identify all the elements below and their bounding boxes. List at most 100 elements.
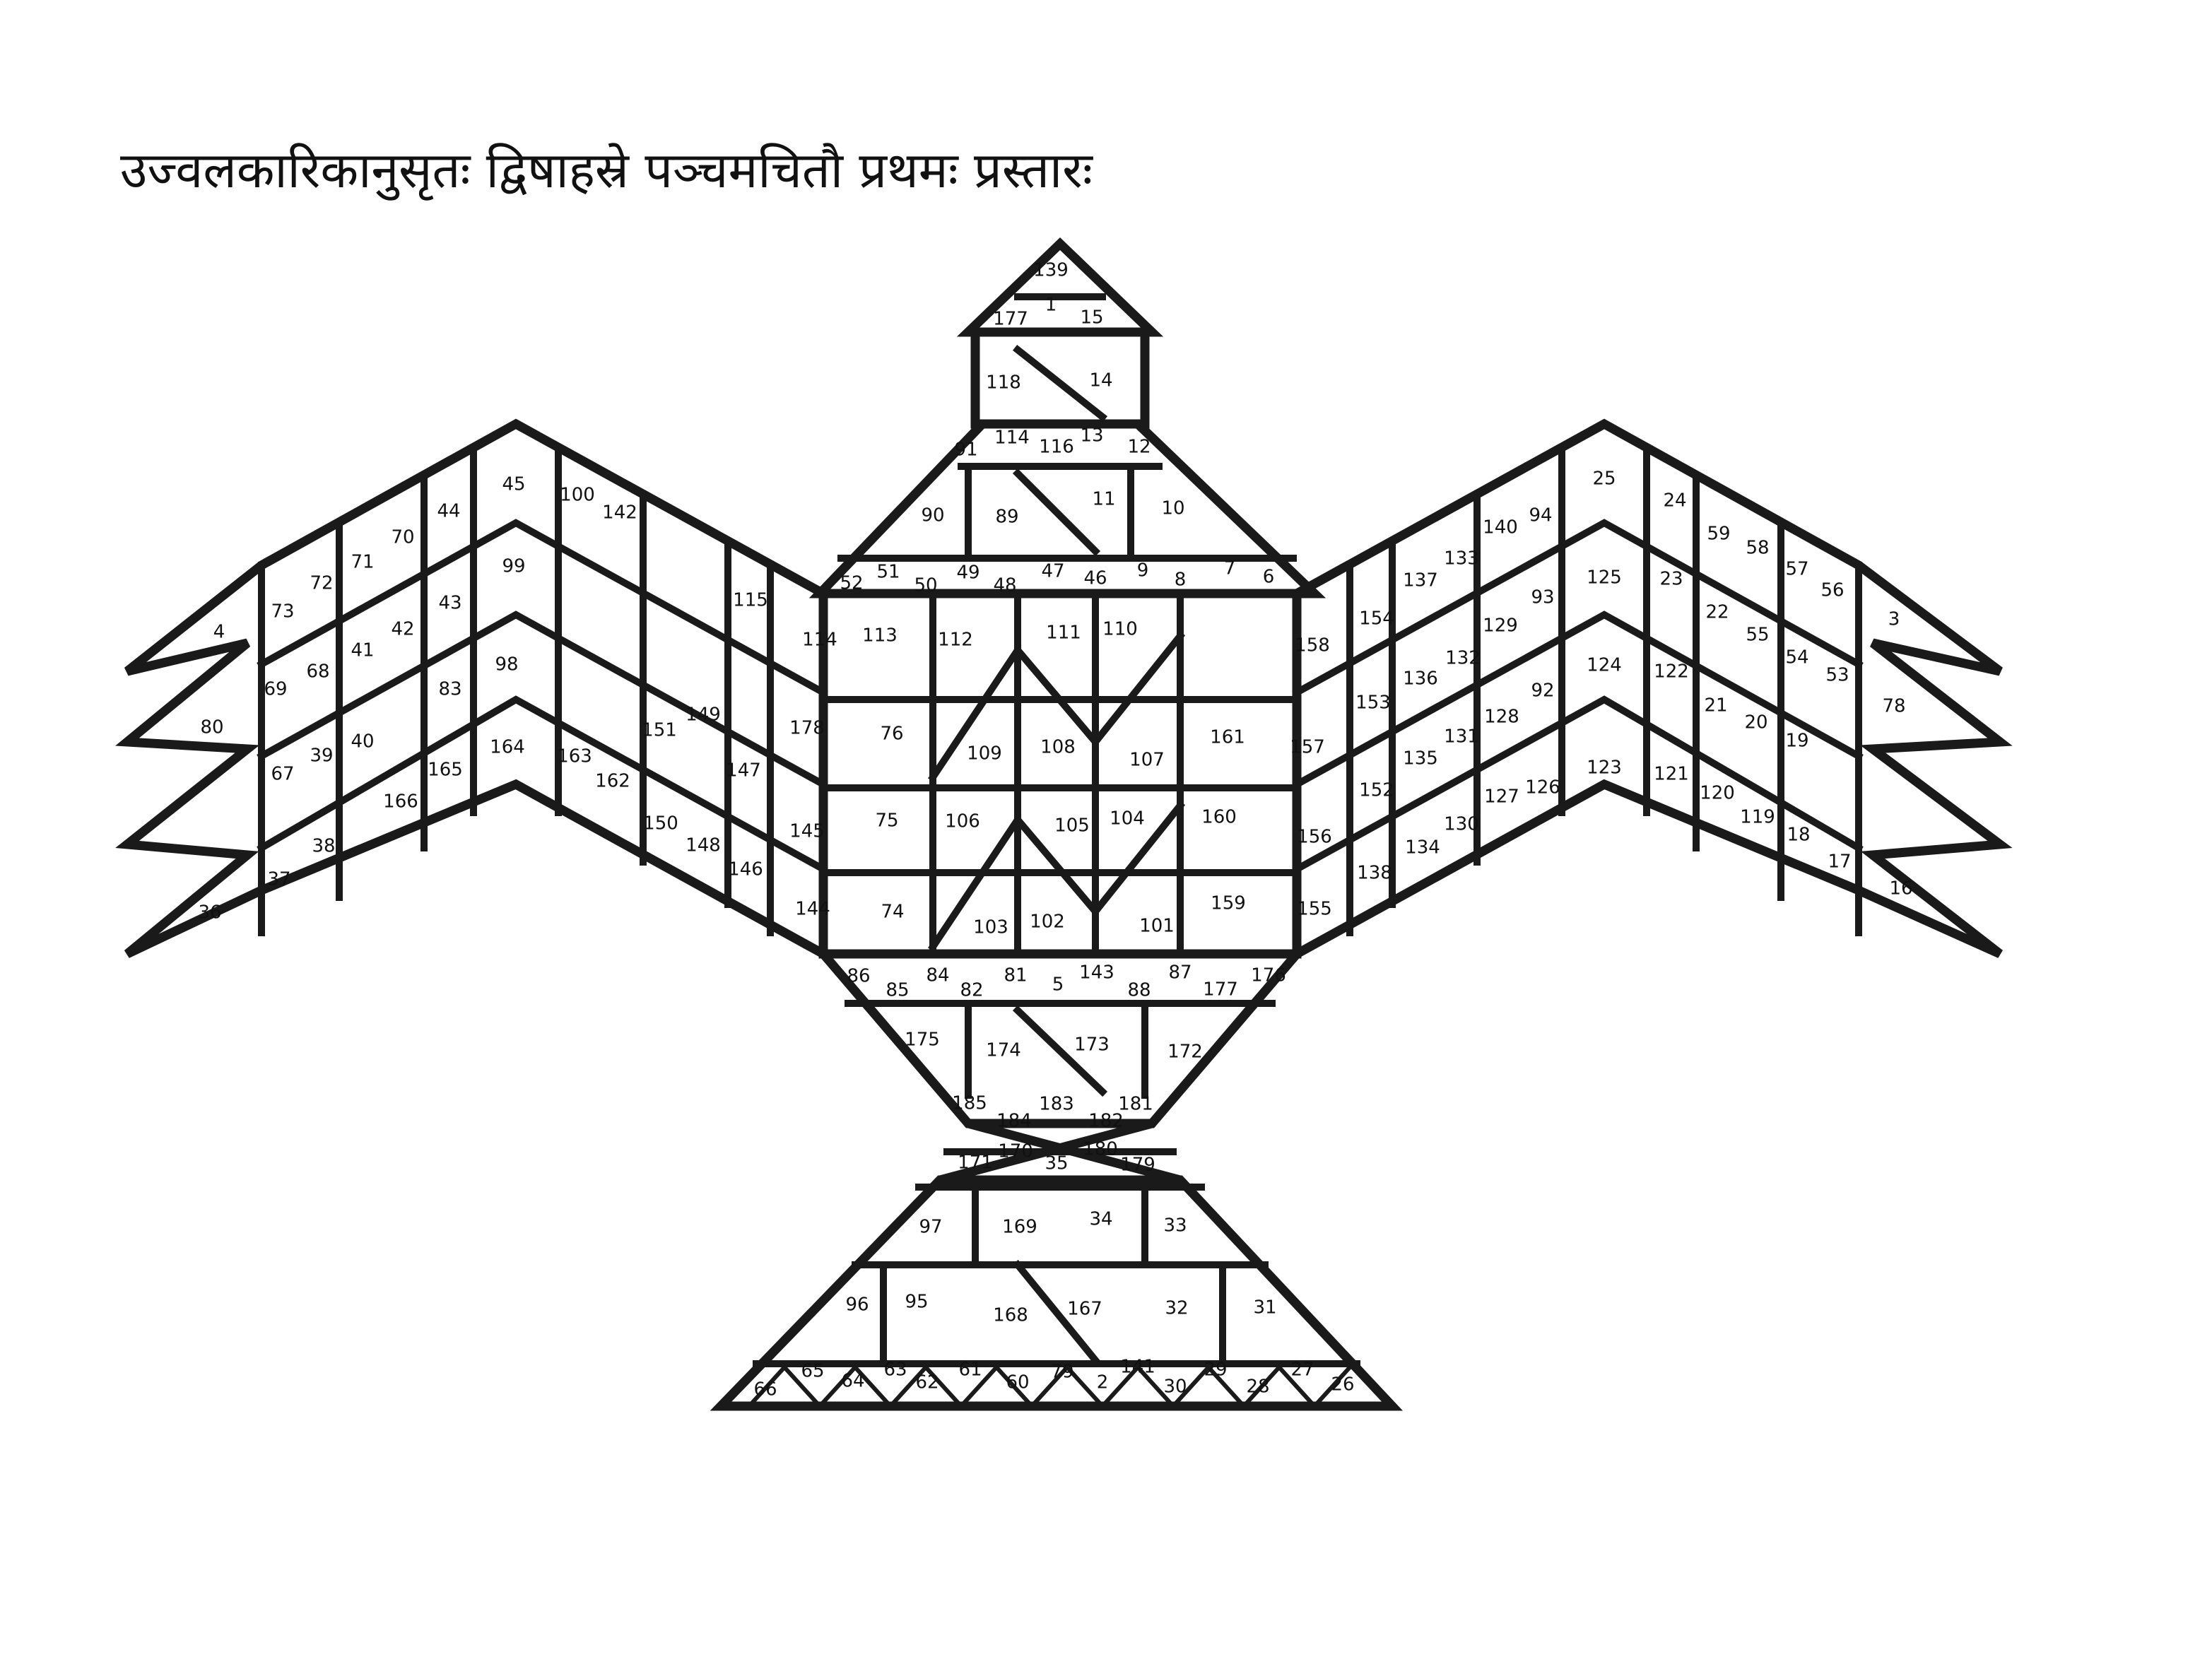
brick-label: 13 [1080,425,1103,447]
brick-label: 94 [1529,505,1552,526]
brick-label: 8 [1175,570,1187,591]
brick-label: 91 [954,440,977,461]
brick-label: 102 [1030,912,1065,933]
brick-label: 19 [1785,731,1808,752]
brick-label: 4 [213,622,225,643]
brick-label: 175 [905,1030,940,1051]
brick-label: 158 [1295,635,1330,656]
brick-label: 118 [986,372,1021,394]
brick-label: 139 [1033,260,1069,281]
brick-label: 53 [1825,665,1849,686]
brick-label: 63 [883,1360,907,1381]
brick-label: 138 [1357,863,1392,884]
brick-label: 90 [921,505,944,526]
brick-label: 135 [1403,748,1438,769]
brick-label: 151 [642,720,677,741]
brick-label: 133 [1444,548,1479,570]
brick-label: 107 [1129,750,1165,771]
brick-label: 40 [351,731,374,753]
brick-label: 154 [1359,608,1394,630]
brick-label: 129 [1483,615,1518,637]
brick-label: 70 [391,527,414,548]
brick-label: 167 [1067,1299,1102,1320]
brick-label: 6 [1263,567,1275,588]
brick-label: 132 [1445,648,1481,669]
brick-label: 124 [1587,655,1622,676]
brick-label: 3 [1888,609,1900,630]
brick-label: 38 [312,836,335,857]
brick-label: 125 [1587,567,1622,589]
brick-label: 61 [958,1360,982,1381]
brick-label: 172 [1167,1042,1203,1063]
brick-label: 26 [1331,1374,1354,1396]
brick-label: 101 [1139,916,1175,937]
brick-label: 166 [383,791,418,813]
brick-label: 109 [967,743,1002,765]
left-wing-chevron-2 [257,611,828,789]
brick-label: 97 [919,1217,942,1238]
brick-label: 99 [502,556,525,577]
brick-label: 22 [1705,602,1729,623]
brick-label: 88 [1127,980,1151,1001]
brick-label: 159 [1211,893,1246,914]
brick-label: 37 [267,869,290,890]
brick-label: 82 [960,980,983,1001]
brick-label: 157 [1290,737,1325,758]
brick-label: 142 [602,502,637,524]
brick-label: 169 [1002,1217,1037,1238]
brick-label: 105 [1054,815,1090,837]
brick-label: 20 [1744,712,1767,733]
left-wing-chevron-3 [257,695,828,874]
brick-label: 120 [1700,783,1735,804]
brick-label: 106 [945,811,980,832]
brick-label: 121 [1654,764,1689,785]
brick-label: 177 [1203,979,1238,1001]
tail-upper-slash [1012,1005,1108,1097]
brick-label: 160 [1201,807,1237,828]
brick-label: 93 [1531,587,1554,608]
brick-label: 180 [1083,1139,1118,1160]
brick-label: 10 [1161,498,1184,519]
brick-label: 79 [1050,1362,1073,1383]
brick-label: 131 [1444,726,1479,748]
brick-label: 16 [1889,878,1912,900]
brick-label: 5 [1052,974,1064,996]
brick-label: 9 [1137,560,1149,582]
right-wing-chevron-3 [1292,695,1864,874]
brick-label: 45 [502,474,525,495]
brick-label: 58 [1746,538,1769,559]
tail-lower-outline [710,1175,1404,1411]
brick-label: 28 [1246,1376,1269,1398]
brick-label: 95 [905,1292,928,1313]
brick-label: 72 [310,573,333,594]
brick-label: 7 [1224,558,1236,579]
right-wing-chevron-1 [1292,519,1864,697]
brick-label: 181 [1118,1094,1153,1115]
brick-label: 137 [1403,570,1438,591]
brick-label: 39 [310,745,333,767]
body-chevron-1 [928,630,1186,782]
brick-label: 68 [306,661,329,683]
brick-label: 65 [801,1361,824,1382]
brick-label: 115 [733,590,768,611]
brick-label: 103 [973,917,1008,938]
brick-label: 21 [1704,695,1727,716]
brick-label: 48 [993,575,1016,596]
brick-label: 144 [795,899,830,920]
brick-label: 164 [490,737,525,758]
brick-label: 141 [1120,1357,1155,1378]
brick-label: 69 [264,679,287,700]
brick-label: 54 [1785,647,1808,668]
brick-label: 74 [881,902,904,923]
brick-label: 176 [1251,965,1286,986]
brick-label: 161 [1210,727,1245,748]
brick-label: 114 [802,630,837,651]
brick-label: 184 [996,1111,1032,1132]
brick-label: 155 [1297,899,1332,920]
brick-label: 104 [1110,808,1145,830]
brick-label: 113 [862,625,898,647]
brick-label: 71 [351,552,374,573]
brick-label: 66 [753,1379,777,1400]
brick-label: 49 [956,562,979,584]
